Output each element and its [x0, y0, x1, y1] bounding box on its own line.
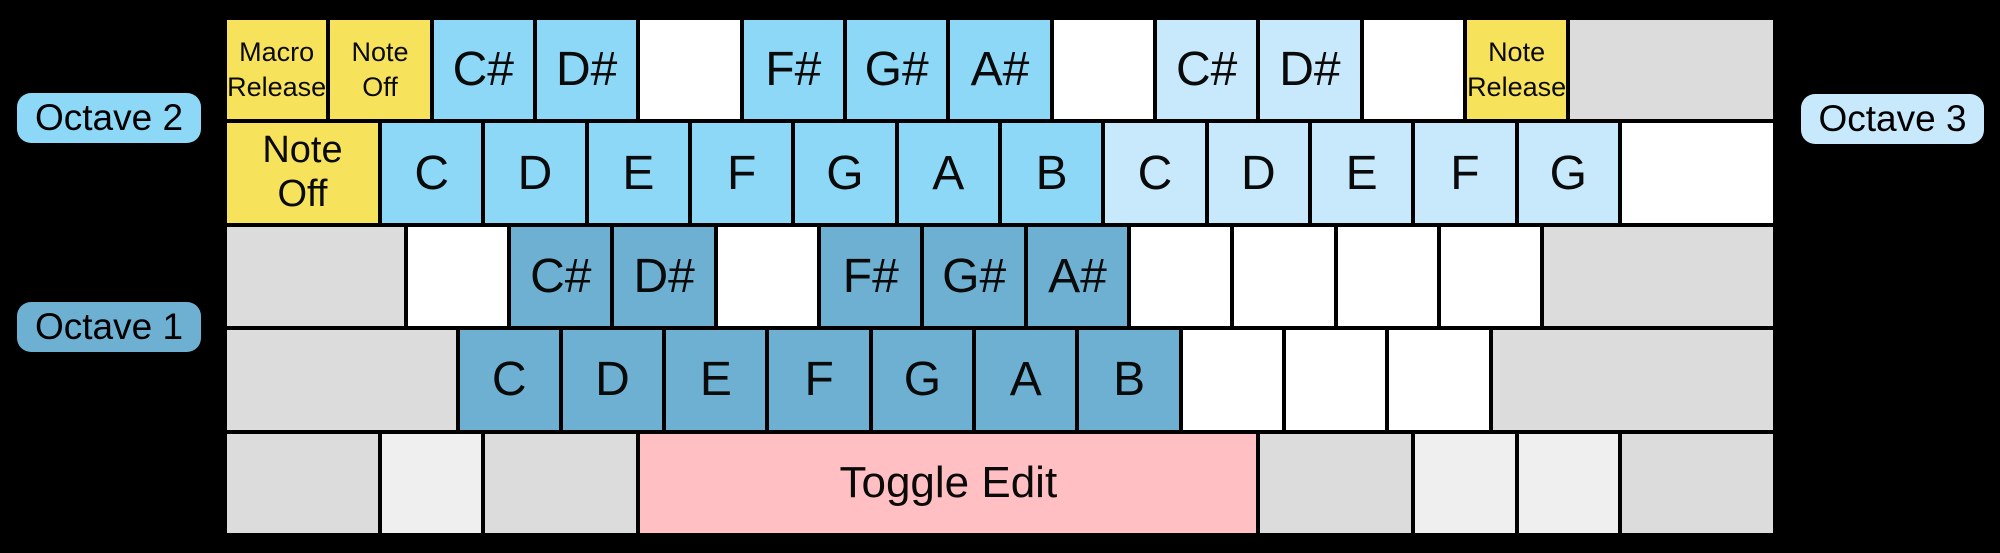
key-k — [1129, 224, 1233, 329]
octave-1-label: Octave 1 — [17, 302, 201, 352]
key-enter — [1542, 224, 1775, 329]
key-d-sharp-octave2[interactable]: D# — [534, 18, 639, 122]
key-note-off[interactable]: Note Off — [328, 18, 432, 122]
key-minus — [1361, 18, 1465, 122]
key-c-sharp-octave1[interactable]: C# — [509, 224, 613, 329]
key-d-octave3[interactable]: D — [1206, 121, 1310, 225]
key-backspace — [1568, 18, 1775, 122]
keyboard-row-5: Toggle Edit — [225, 431, 1775, 536]
octave-2-label: Octave 2 — [17, 93, 201, 143]
key-toggle-edit[interactable]: Toggle Edit — [638, 431, 1259, 536]
key-g-octave2[interactable]: G — [793, 121, 897, 225]
key-e-octave1[interactable]: E — [664, 328, 768, 432]
keyboard: Macro Release Note Off C# D# F# G# A# C# D# Note … — [225, 18, 1775, 536]
key-d-octave1[interactable]: D — [560, 328, 665, 432]
octave-3-label: Octave 3 — [1801, 94, 1984, 144]
key-shift-right — [1490, 328, 1775, 432]
key-g-octave3[interactable]: G — [1516, 121, 1620, 225]
key-f-sharp-octave2[interactable]: F# — [741, 18, 845, 122]
key-backslash — [1619, 121, 1775, 225]
key-f — [715, 224, 820, 329]
key-f-sharp-octave1[interactable]: F# — [819, 224, 923, 329]
keyboard-row-2: Note Off C D E F G A B C D E F G — [225, 121, 1775, 225]
key-g-sharp-octave2[interactable]: G# — [844, 18, 949, 122]
keyboard-row-3: C# D# F# G# A# — [225, 224, 1775, 329]
key-e-octave3[interactable]: E — [1309, 121, 1414, 225]
key-b-octave2[interactable]: B — [999, 121, 1104, 225]
key-a-octave1[interactable]: A — [974, 328, 1078, 432]
key-g-octave1[interactable]: G — [870, 328, 975, 432]
key-win-right — [1413, 431, 1517, 536]
key-d-sharp-octave3[interactable]: D# — [1258, 18, 1362, 122]
key-macro-release[interactable]: Macro Release — [225, 18, 329, 122]
key-a-sharp-octave1[interactable]: A# — [1025, 224, 1130, 329]
key-a — [405, 224, 510, 329]
key-f-octave3[interactable]: F — [1413, 121, 1517, 225]
key-c-sharp-octave3[interactable]: C# — [1154, 18, 1259, 122]
key-shift-left — [225, 328, 458, 432]
key-win-left — [380, 431, 484, 536]
key-f-octave2[interactable]: F — [689, 121, 794, 225]
key-a-sharp-octave2[interactable]: A# — [948, 18, 1052, 122]
key-e-octave2[interactable]: E — [586, 121, 690, 225]
key-capslock — [225, 224, 406, 329]
key-period — [1284, 328, 1388, 432]
key-g-sharp-octave1[interactable]: G# — [922, 224, 1026, 329]
key-note-release[interactable]: Note Release — [1464, 18, 1569, 122]
key-semicolon — [1335, 224, 1440, 329]
key-alt-left — [483, 431, 639, 536]
key-d-octave2[interactable]: D — [483, 121, 587, 225]
key-c-octave2[interactable]: C — [380, 121, 484, 225]
key-alt-right — [1258, 431, 1414, 536]
key-4 — [638, 18, 742, 122]
keyboard-row-1: Macro Release Note Off C# D# F# G# A# C# D# Note … — [225, 18, 1775, 122]
key-quote — [1439, 224, 1543, 329]
key-menu — [1516, 431, 1620, 536]
key-note-off[interactable]: Note Off — [225, 121, 380, 225]
key-c-sharp-octave2[interactable]: C# — [431, 18, 535, 122]
key-l — [1232, 224, 1336, 329]
key-d-sharp-octave1[interactable]: D# — [612, 224, 716, 329]
key-8 — [1051, 18, 1155, 122]
key-ctrl-left — [225, 431, 380, 536]
key-slash — [1387, 328, 1491, 432]
key-ctrl-right — [1619, 431, 1775, 536]
key-f-octave1[interactable]: F — [767, 328, 871, 432]
key-c-octave1[interactable]: C — [457, 328, 561, 432]
key-a-octave2[interactable]: A — [896, 121, 1000, 225]
key-b-octave1[interactable]: B — [1077, 328, 1181, 432]
key-c-octave3[interactable]: C — [1103, 121, 1207, 225]
key-comma — [1180, 328, 1285, 432]
